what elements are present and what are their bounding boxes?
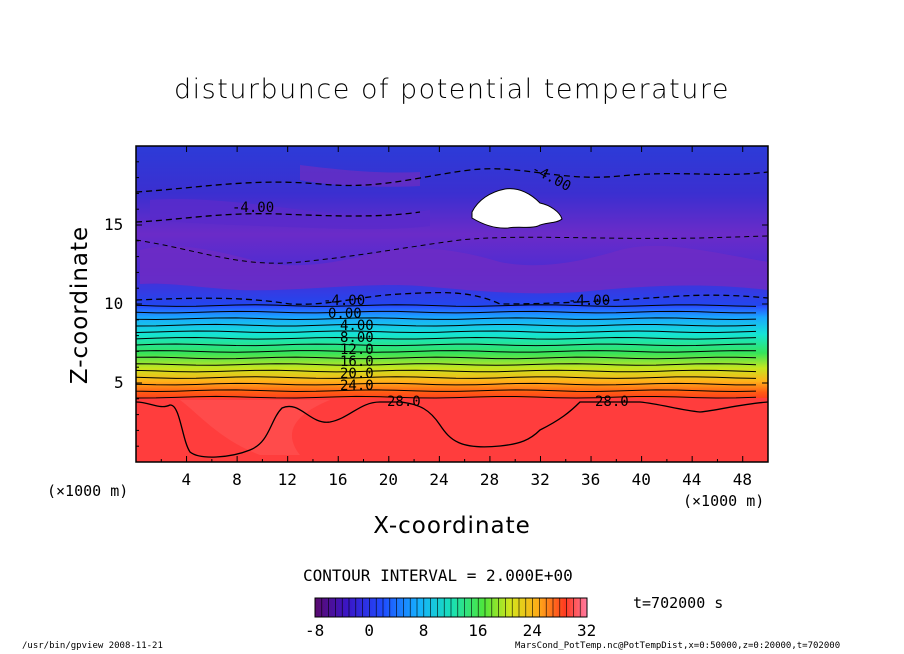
contour-line	[136, 356, 757, 360]
contour-line	[136, 395, 757, 399]
colorbar-tick-label: 16	[468, 621, 488, 640]
contour-label: -4.00	[232, 200, 275, 216]
contour-line	[136, 382, 757, 386]
contour-label: 28.0	[387, 394, 421, 410]
contour-line	[136, 337, 757, 340]
contour-line-28	[136, 401, 768, 458]
x-tick-label: 4	[181, 470, 192, 489]
contour-line	[136, 304, 757, 307]
contour-line	[136, 376, 757, 379]
contour-label: 28.0	[595, 394, 629, 410]
x-tick-label: 36	[581, 470, 601, 489]
y-tick-label: 5	[114, 373, 124, 392]
contour-line	[136, 330, 757, 334]
contour-label: -4.00	[568, 293, 611, 309]
footer-left: /usr/bin/gpview 2008-11-21	[22, 641, 163, 651]
colorbar-tick-label: 32	[577, 621, 597, 640]
contour-label: 20.0	[340, 366, 374, 382]
x-tick-label: 12	[277, 470, 297, 489]
x-tick-label: 32	[530, 470, 550, 489]
x-tick-label: 28	[479, 470, 500, 489]
x-tick-label: 8	[232, 470, 242, 489]
x-axis-label: X-coordinate	[373, 513, 531, 539]
contour-line	[136, 389, 757, 392]
footer-right: MarsCond_PotTemp.nc@PotTempDist,x=0:5000…	[515, 641, 841, 651]
colorbar-tick-label: -8	[305, 621, 325, 640]
purple-patch	[300, 165, 420, 187]
contour-line	[136, 317, 757, 320]
y-tick-label: 15	[104, 215, 124, 234]
contour-label: 4.00	[340, 318, 374, 334]
contour-label: 12.0	[340, 342, 374, 358]
purple-patch	[140, 245, 768, 294]
contour-label: 8.00	[340, 330, 374, 346]
x-tick-label: 44	[682, 470, 702, 489]
colorbar-tick-label: 0	[364, 621, 375, 640]
contour-label: 0.00	[328, 306, 362, 322]
colorbar-stripes	[321, 598, 581, 617]
contour-interval-text: CONTOUR INTERVAL = 2.000E+00	[303, 566, 573, 585]
x-tick-label: 20	[378, 470, 399, 489]
contour-line	[136, 323, 757, 327]
white-region	[471, 188, 563, 229]
x-tick-label: 40	[631, 470, 651, 489]
contour-label: -4.00	[323, 293, 366, 309]
contour-label: 16.0	[340, 354, 374, 370]
y-axis-label: Z-coordinate	[67, 225, 93, 385]
x-tick-label: 48	[732, 470, 752, 489]
contour-line	[136, 369, 757, 373]
x-unit-left: (×1000 m)	[47, 482, 129, 500]
y-tick-label: 10	[104, 294, 124, 313]
contour-line	[136, 343, 757, 347]
axis-ticks	[136, 146, 768, 462]
contour-line	[136, 363, 757, 366]
contour-line	[136, 350, 757, 353]
time-label: t=702000 s	[633, 594, 724, 612]
colorbar-tick-label: 24	[522, 621, 542, 640]
plot-area	[136, 146, 768, 462]
middle-layer	[136, 306, 768, 400]
lighter-red-patch	[180, 400, 330, 455]
contour-line-neg	[136, 291, 768, 305]
contour-line-neg	[136, 211, 421, 223]
x-unit-right: (×1000 m)	[683, 492, 765, 510]
colorbar-tick-label: 8	[418, 621, 429, 640]
x-tick-label: 16	[328, 470, 348, 489]
contour-line	[136, 310, 757, 314]
contour-line-neg	[136, 168, 768, 193]
contour-label: 24.0	[340, 378, 374, 394]
contour-line-neg	[136, 235, 768, 264]
x-tick-label: 24	[429, 470, 449, 489]
chart-title: disturbunce of potential temperature	[174, 74, 730, 105]
